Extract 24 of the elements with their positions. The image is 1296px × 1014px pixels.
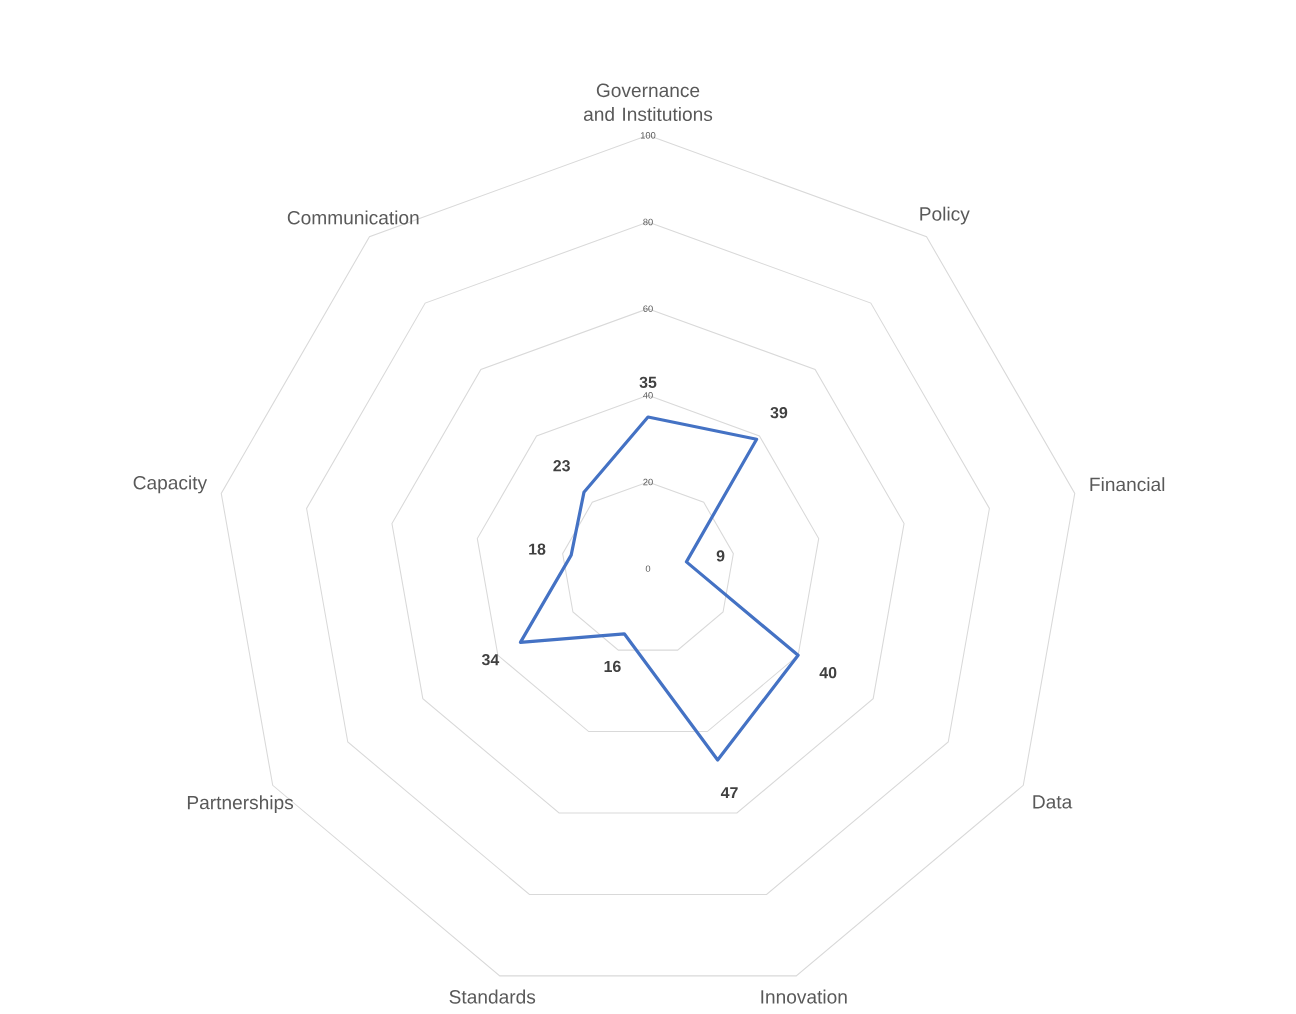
spoke-label: Communication: [287, 210, 419, 225]
data-label: 47: [720, 787, 738, 799]
spoke-label: Policy: [920, 206, 970, 225]
spoke-label: Capacity: [133, 475, 208, 494]
data-label: 35: [639, 376, 657, 388]
y-tick-label: 60: [643, 305, 653, 312]
y-tick-label: 80: [643, 218, 653, 226]
spoke-label: Data: [1033, 795, 1073, 809]
data-label: 23: [553, 460, 570, 472]
y-tick-label: 0: [645, 565, 651, 572]
spoke-label: Financial: [1090, 477, 1165, 492]
y-tick-label: 100: [640, 132, 656, 139]
data-label: 34: [481, 654, 500, 666]
data-label: 16: [604, 660, 621, 673]
spoke-label: Standards: [449, 989, 536, 1004]
data-label: 39: [770, 407, 788, 419]
data-label: 40: [819, 667, 837, 679]
spoke-label: Innovation: [761, 989, 847, 1004]
y-tick-label: 20: [643, 478, 653, 486]
spoke-label: Partnerships: [187, 795, 294, 814]
data-label: 9: [716, 550, 725, 562]
spoke-label: Governance and Institutions: [583, 83, 713, 122]
y-tick-label: 40: [643, 392, 653, 399]
data-label: 18: [529, 543, 546, 555]
